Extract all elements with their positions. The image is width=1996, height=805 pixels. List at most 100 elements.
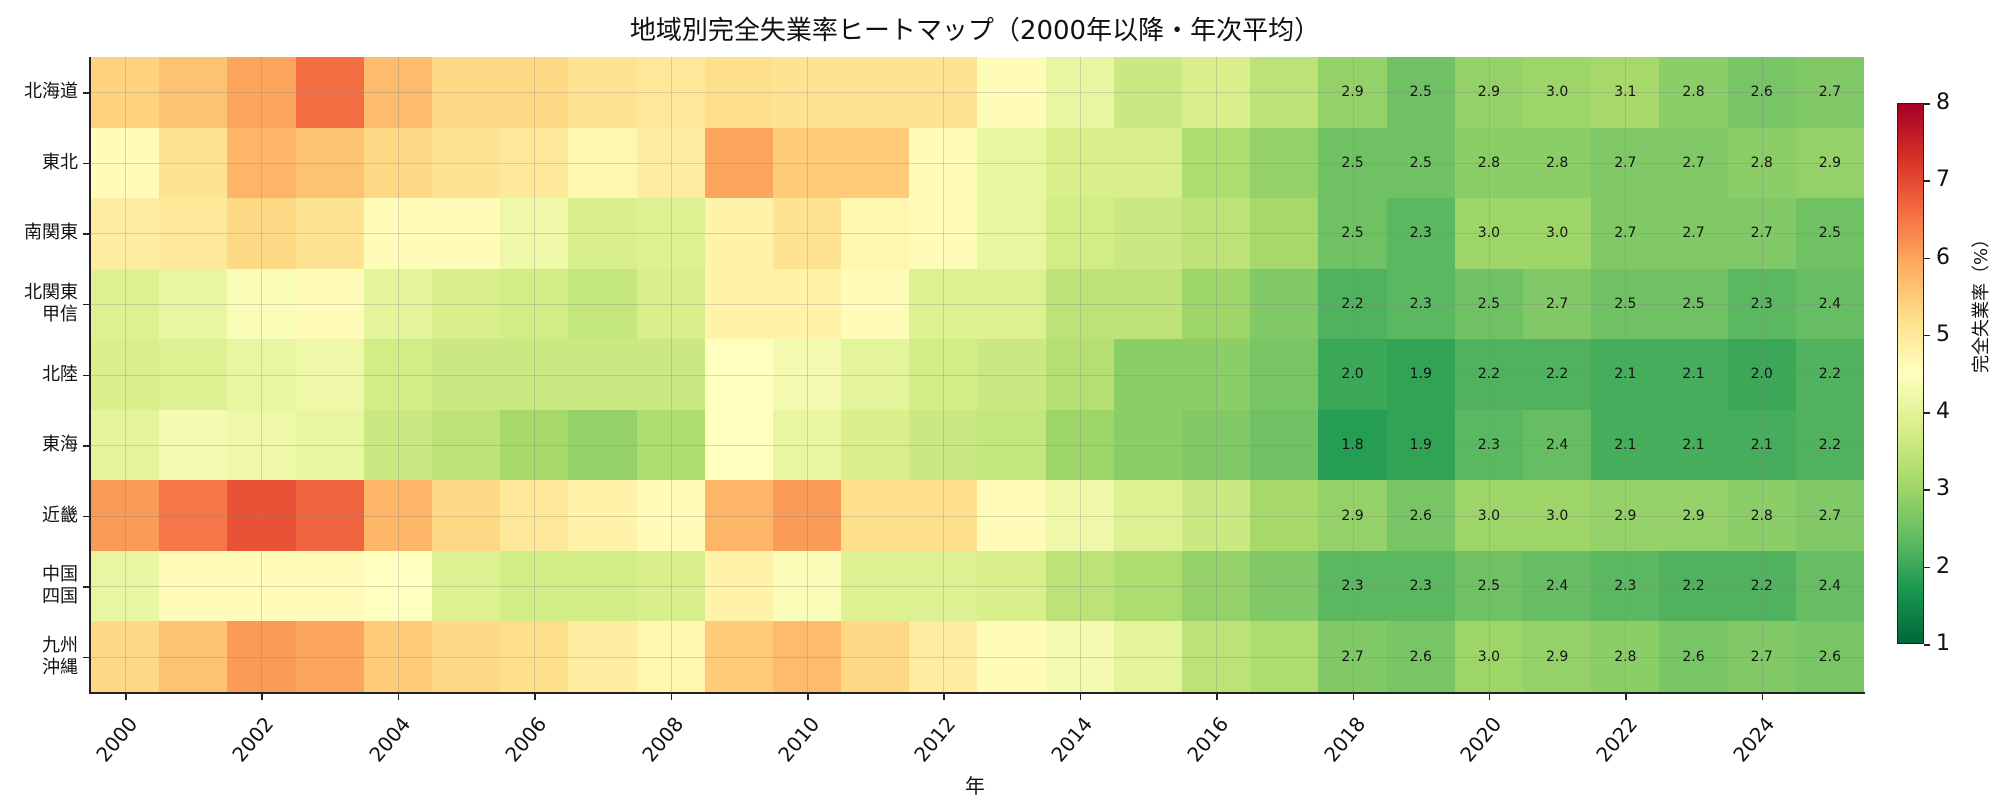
heatmap-cell [704,198,773,269]
y-tick [83,656,89,659]
heatmap-cell: 3.1 [1591,57,1660,128]
heatmap-cell: 2.2 [1659,550,1728,622]
y-tick-label: 近畿 [42,504,78,526]
gridline-vertical [534,57,536,692]
gridline-horizontal [91,92,1864,94]
heatmap-cell [295,550,364,622]
colorbar-tick [1924,257,1930,260]
heatmap-cell [1250,409,1319,481]
heatmap-cell [909,621,978,692]
heatmap-cell: 2.2 [1523,339,1592,410]
heatmap-cell: 2.6 [1659,621,1728,692]
heatmap-cell [295,480,364,551]
x-tick [125,694,127,700]
heatmap-cell: 3.0 [1454,198,1524,269]
heatmap-cell: 2.5 [1591,268,1660,340]
colorbar-tick-label: 2 [1936,553,1950,579]
colorbar-tick-label: 5 [1936,321,1950,347]
heatmap-cell [772,268,842,340]
heatmap-plot-area: 2.9 2.5 2.9 3.0 3.1 2.8 2.6 2.7 2.5 2.5 2.8 2.8 2.7 2… [91,57,1864,692]
heatmap-cell [841,127,910,199]
gridline-vertical [397,57,399,692]
heatmap-cell [841,409,910,481]
heatmap-cell [568,621,637,692]
y-tick-label: 北関東 甲信 [24,281,78,325]
heatmap-cell [1045,57,1114,128]
x-tick [807,694,809,700]
heatmap-cell: 2.7 [1659,198,1728,269]
heatmap-cell [159,480,228,551]
heatmap-cell: 2.9 [1659,480,1728,551]
heatmap-cell [227,409,296,481]
x-tick-label: 2006 [500,712,552,767]
heatmap-cell [772,409,842,481]
heatmap-cell: 2.8 [1727,127,1796,199]
heatmap-cell: 2.8 [1523,127,1592,199]
heatmap-cell [1182,550,1251,622]
x-tick [1352,694,1355,700]
y-tick [83,233,89,235]
heatmap-cell [91,409,160,481]
x-tick [397,694,400,700]
x-tick-label: 2014 [1045,712,1098,767]
gridline-vertical [1352,57,1354,692]
heatmap-cell [568,268,637,340]
heatmap-cell: 3.0 [1523,198,1592,269]
colorbar-tick-label: 1 [1936,631,1950,656]
heatmap-cell: 2.7 [1795,57,1864,128]
heatmap-cell [568,127,637,199]
heatmap-cell [636,198,705,269]
heatmap-cell [977,198,1046,269]
heatmap-cell [772,198,842,269]
heatmap-cell: 2.6 [1386,480,1455,551]
heatmap-cell: 1.9 [1386,339,1455,410]
gridline-vertical [261,57,263,692]
heatmap-cell: 2.8 [1454,127,1524,199]
heatmap-cell [500,127,569,199]
heatmap-cell: 2.5 [1454,550,1524,622]
heatmap-cell [909,127,978,199]
heatmap-cell [772,339,842,410]
heatmap-cell [91,480,160,551]
heatmap-cell: 2.9 [1318,480,1387,551]
heatmap-cell: 2.5 [1318,198,1387,269]
heatmap-cell [636,550,705,622]
heatmap-cell [91,198,160,269]
heatmap-cell [1182,57,1251,128]
heatmap-cell [636,57,705,128]
heatmap-cell [91,550,160,622]
gridline-horizontal [91,162,1864,164]
heatmap-cell: 2.7 [1523,268,1592,340]
y-tick-label: 東北 [42,151,78,173]
heatmap-cell [1113,57,1183,128]
heatmap-cell [1045,621,1114,692]
heatmap-cell [159,57,228,128]
heatmap-cell [1045,127,1114,199]
heatmap-cell [1250,550,1319,622]
heatmap-cell: 2.9 [1454,57,1524,128]
heatmap-cell [636,339,705,410]
gridline-vertical [125,57,127,692]
gridline-vertical [943,57,945,692]
heatmap-cell: 2.0 [1318,339,1387,410]
heatmap-cell: 2.6 [1795,621,1864,692]
y-tick-label: 北陸 [42,363,78,385]
heatmap-cell [704,480,773,551]
x-tick [534,694,536,700]
heatmap-cell: 2.5 [1659,268,1728,340]
heatmap-cell: 2.3 [1318,550,1387,622]
x-tick-label: 2008 [636,712,688,767]
heatmap-cell: 2.7 [1591,198,1660,269]
heatmap-cell: 2.7 [1318,621,1387,692]
heatmap-cell [227,550,296,622]
heatmap-cell [1045,268,1114,340]
heatmap-cell [431,480,501,551]
heatmap-cell [1045,550,1114,622]
heatmap-cell [1182,339,1251,410]
gridline-horizontal [91,586,1864,588]
colorbar-tick-label: 7 [1936,167,1950,193]
heatmap-cell [431,339,501,410]
heatmap-cell [91,339,160,410]
chart-title: 地域別完全失業率ヒートマップ（2000年以降・年次平均） [629,16,1321,46]
heatmap-cell [1250,339,1319,410]
